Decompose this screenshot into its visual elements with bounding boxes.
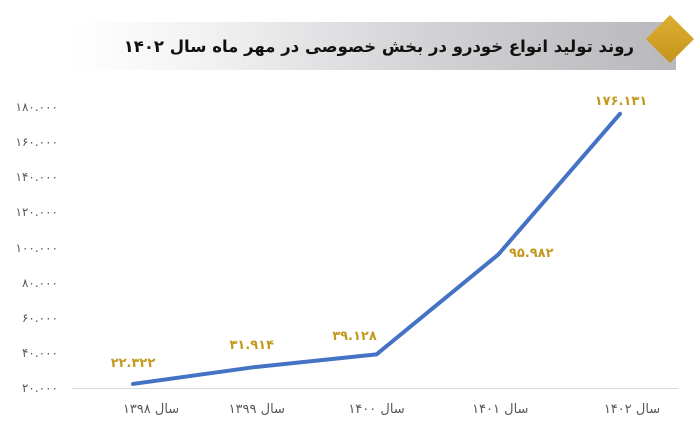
- data-point-label: ۳۱.۹۱۴: [229, 338, 275, 354]
- chart-title: روند تولید انواع خودرو در بخش خصوصی در م…: [123, 36, 634, 56]
- x-axis-category-label: سال ۱۴۰۲: [603, 402, 661, 417]
- x-axis-category-label: سال ۱۴۰۰: [348, 402, 405, 417]
- x-axis-category-label: سال ۱۳۹۹: [228, 402, 285, 417]
- data-point-label: ۳۹.۱۲۸: [332, 329, 377, 345]
- x-axis-category-label: سال ۱۴۰۱: [472, 402, 529, 417]
- title-bar: روند تولید انواع خودرو در بخش خصوصی در م…: [72, 22, 676, 70]
- x-axis-line: [72, 388, 678, 389]
- data-point-label: ۲۲.۳۲۲: [110, 355, 156, 371]
- trend-line: [131, 111, 622, 386]
- data-point-label: ۱۷۶.۱۳۱: [594, 93, 648, 109]
- x-axis-category-label: سال ۱۳۹۸: [122, 402, 180, 417]
- data-point-label: ۹۵.۹۸۲: [508, 245, 554, 261]
